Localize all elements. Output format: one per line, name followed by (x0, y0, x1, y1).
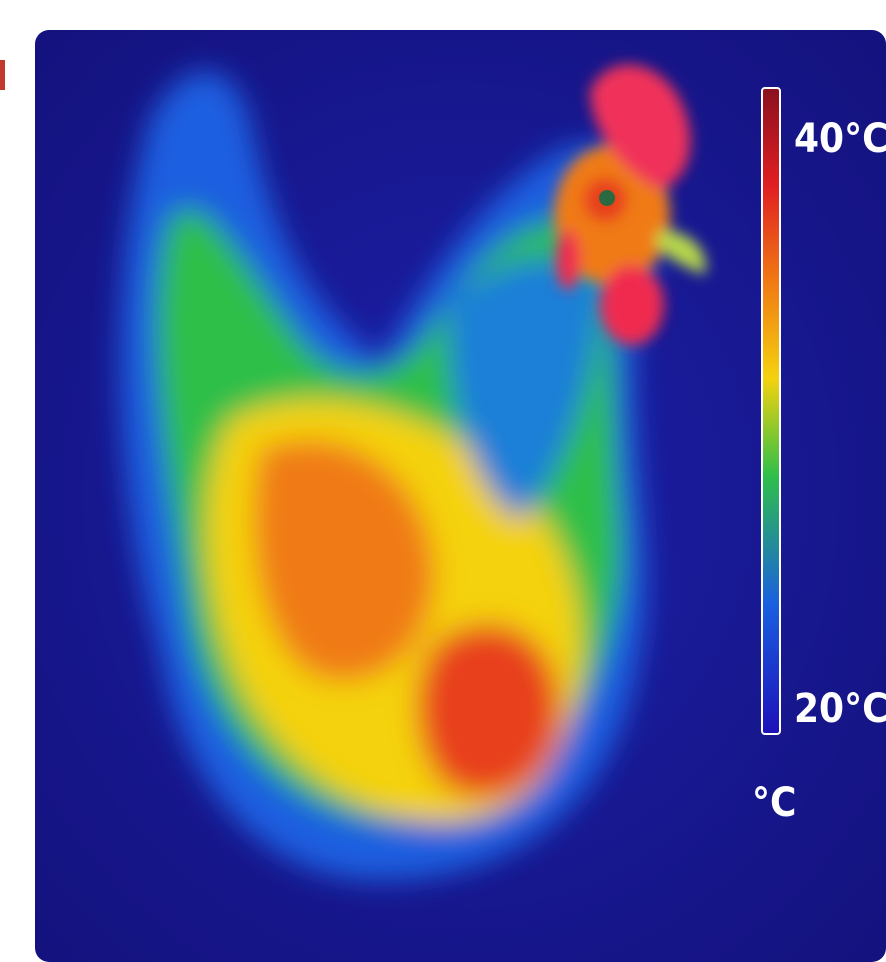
color-scale-bar (762, 88, 780, 734)
scale-unit-label: °C (752, 780, 796, 826)
scale-min-label: 20°C (794, 686, 886, 732)
thermal-image: 40°C 20°C °C (0, 0, 886, 962)
scale-max-label: 40°C (794, 116, 886, 162)
eye (599, 190, 615, 206)
cropped-text-fragment (0, 60, 5, 90)
photo: 40°C 20°C °C (35, 30, 886, 962)
